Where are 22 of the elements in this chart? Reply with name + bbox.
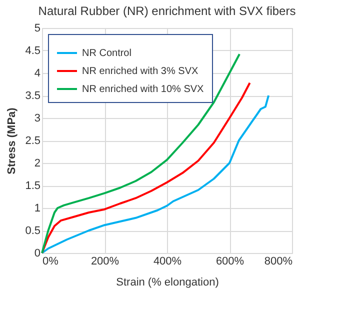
y-tick-label: 1.5 (25, 180, 40, 192)
y-tick-label: 3.5 (25, 90, 40, 102)
x-tick-label: 0% (42, 256, 59, 268)
y-tick-label: 0 (34, 248, 40, 260)
x-tick-label: 600% (216, 256, 244, 268)
y-tick-label: 4 (34, 68, 40, 80)
x-tick-label: 200% (90, 256, 120, 268)
x-tick-label: 400% (153, 256, 182, 268)
legend-label: NR Control (82, 48, 132, 59)
y-tick-label: 3 (34, 112, 40, 124)
y-tick-label: 2 (34, 158, 40, 170)
legend-label: NR enriched with 3% SVX (82, 66, 198, 77)
y-tick-label: 4.5 (25, 45, 40, 57)
chart-title: Natural Rubber (NR) enrichment with SVX fibers (38, 4, 296, 18)
y-tick-label: 0.5 (25, 225, 40, 237)
x-tick-label: 800% (264, 256, 293, 268)
y-axis-title: Stress (MPa) (6, 107, 18, 174)
x-axis-title: Strain (% elongation) (116, 276, 219, 288)
y-tick-label: 2.5 (25, 135, 40, 147)
y-tick-label: 1 (34, 202, 40, 214)
y-tick-label: 5 (34, 22, 40, 34)
legend-label: NR enriched with 10% SVX (82, 84, 204, 95)
